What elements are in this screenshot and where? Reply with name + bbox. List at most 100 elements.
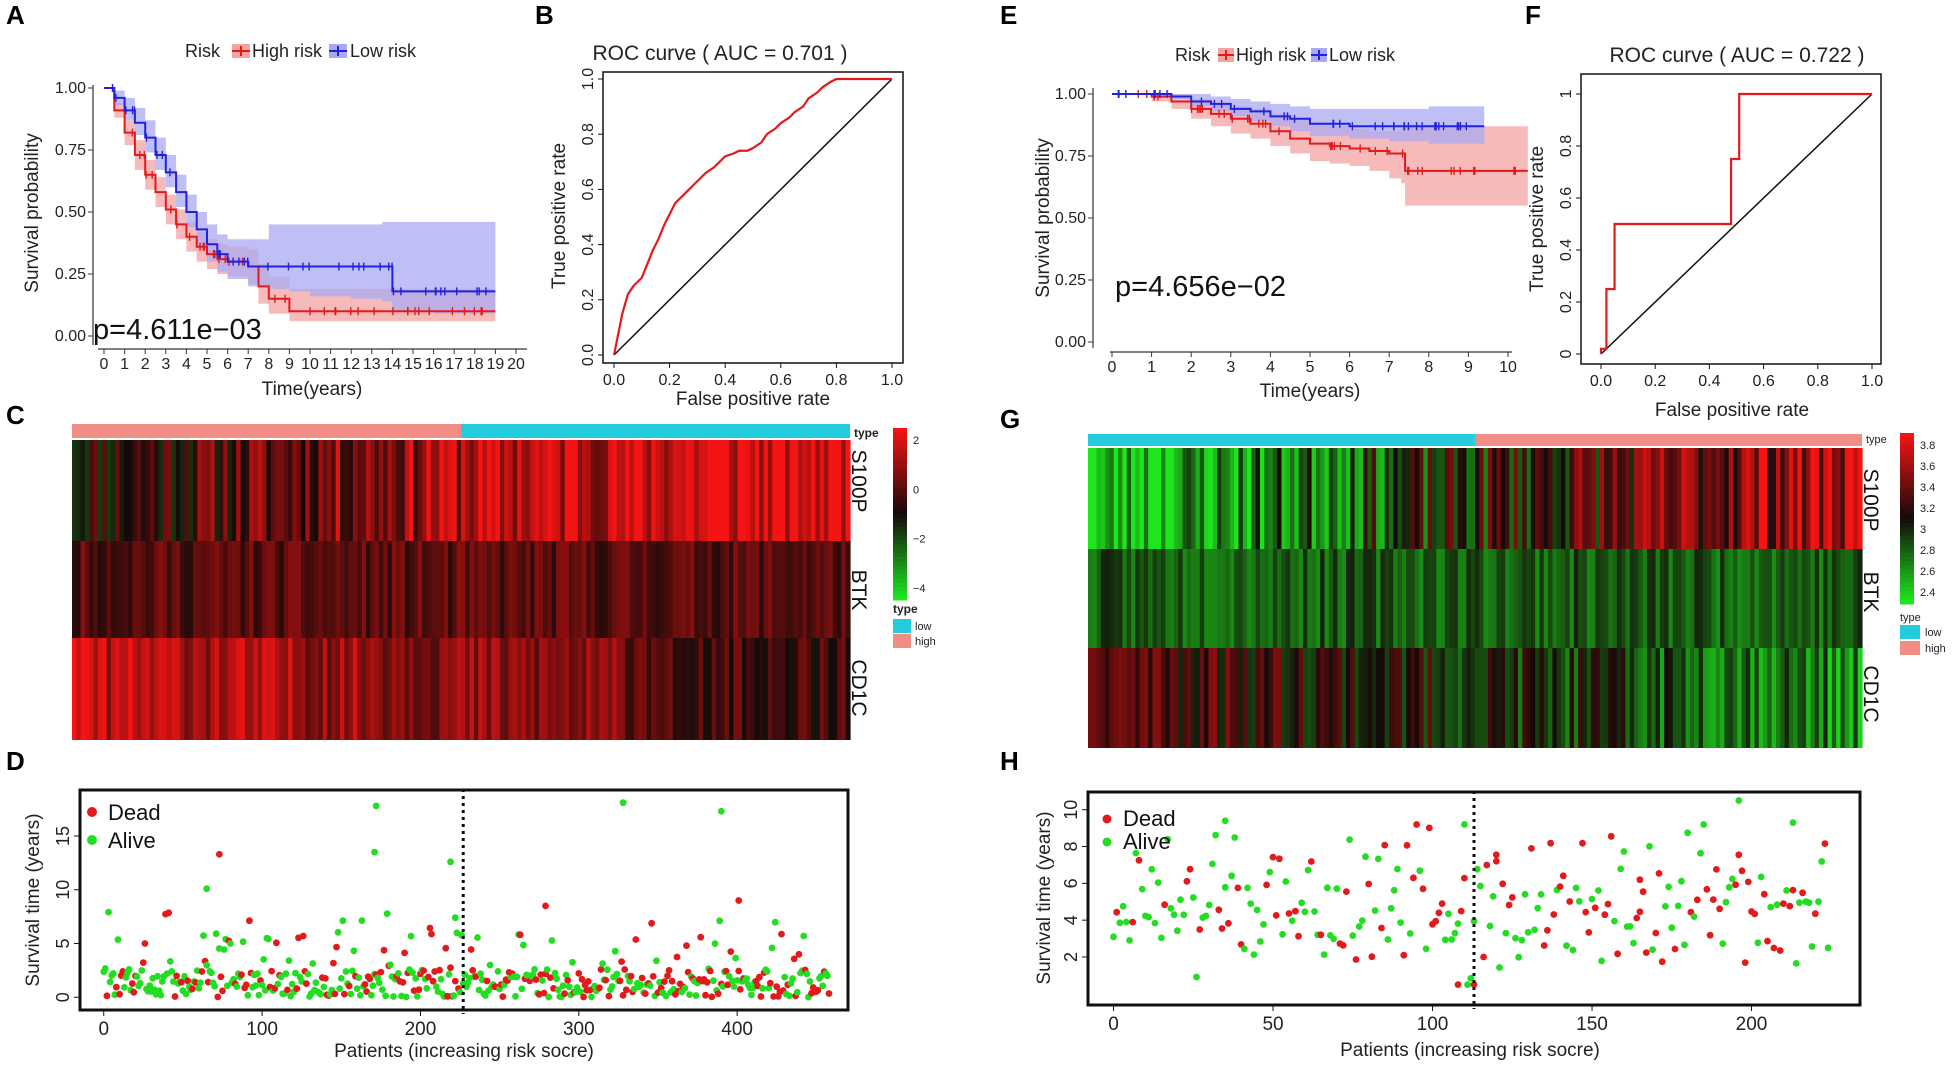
heatmap-C-cell [841, 440, 847, 541]
scatter-H-point [1362, 853, 1369, 861]
scatter-H-point [1754, 939, 1762, 947]
heatmap-C-cell [828, 638, 834, 740]
heatmap-G-cell [1690, 549, 1695, 648]
heatmap-C-cell [322, 440, 328, 541]
heatmap-G-cell [1788, 448, 1794, 549]
scatter-D-point [330, 959, 337, 967]
scatter-D-point [548, 937, 556, 944]
heatmap-C-cell [314, 440, 319, 541]
heatmap-G-cell [1204, 549, 1209, 648]
scatter-H-ytick-label: 2 [1061, 952, 1081, 962]
heatmap-G-colorbar-label: 2.6 [1920, 566, 1935, 578]
heatmap-G-cell [1690, 648, 1695, 748]
scatter-D-point [577, 988, 584, 996]
scatter-H-point [1776, 947, 1784, 954]
scatter-H-point [1365, 880, 1373, 888]
heatmap-G-cell [1844, 648, 1850, 748]
scatter-D-point [304, 970, 312, 978]
heatmap-C-cell [694, 638, 700, 740]
heatmap-G-cell [1604, 549, 1609, 648]
km-A-xlabel: Time(years) [262, 379, 363, 400]
heatmap-C-cell [659, 541, 665, 638]
heatmap-G-cell [1629, 549, 1635, 648]
scatter-H-point [1170, 911, 1178, 919]
panel-label-F: F [1525, 0, 1541, 30]
scatter-H-point [1744, 878, 1752, 886]
heatmap-G-cell [1186, 448, 1192, 549]
scatter-D-point [165, 909, 173, 917]
scatter-D-point [790, 955, 798, 963]
heatmap-G-cell [1621, 549, 1627, 648]
heatmap-C-cell [573, 638, 579, 740]
scatter-H-point [1260, 921, 1267, 928]
heatmap-C-cell [759, 541, 765, 638]
heatmap-G-cell [1221, 648, 1227, 748]
heatmap-C-cell [218, 638, 224, 740]
scatter-D-point [375, 979, 383, 987]
scatter-D-point [697, 933, 705, 941]
heatmap-G-colorbar-segment [1900, 565, 1914, 571]
km-E-ytick-label: 0.25 [1055, 272, 1086, 289]
scatter-D-point [638, 974, 646, 982]
scatter-H-point [1358, 917, 1366, 924]
scatter-H-point [1381, 841, 1389, 849]
heatmap-G-cell [1672, 448, 1678, 549]
heatmap-G-colorbar-label: 2.8 [1920, 545, 1935, 557]
km-A-xtick-label: 1 [120, 356, 129, 373]
scatter-H-point [1183, 877, 1191, 885]
heatmap-G-cell [1139, 448, 1145, 549]
heatmap-G-cell [1122, 448, 1128, 549]
heatmap-G-cell [1539, 549, 1545, 648]
heatmap-C-cell [201, 541, 207, 638]
heatmap-G-cell [1827, 549, 1833, 648]
scatter-H-point [1413, 821, 1420, 828]
scatter-D-point [482, 992, 489, 999]
heatmap-C-cell [737, 440, 743, 541]
heatmap-C-cell [214, 440, 220, 541]
heatmap-C-cell [845, 440, 851, 541]
heatmap-G-cell [1186, 549, 1192, 648]
scatter-H-point [1138, 885, 1146, 893]
heatmap-G-cell [1118, 448, 1123, 549]
scatter-D-point [198, 968, 206, 975]
heatmap-C-cell [828, 440, 834, 541]
scatter-H-point [1614, 950, 1621, 958]
heatmap-C-cell [469, 440, 475, 541]
scatter-D-point [139, 959, 147, 966]
heatmap-G-cell [1268, 549, 1274, 648]
roc-B-frame [602, 71, 904, 364]
heatmap-C-cell [396, 638, 402, 740]
scatter-H-xlabel: Patients (increasing risk socre) [1340, 1040, 1600, 1061]
heatmap-C-cell [681, 638, 687, 740]
heatmap-C-cell [473, 440, 479, 541]
heatmap-C-cell [677, 440, 683, 541]
km-E-xtick-label: 5 [1306, 359, 1315, 376]
heatmap-G-row-CD1C: CD1C [1859, 665, 1882, 722]
heatmap-C-cell [439, 541, 445, 638]
scatter-D-point [686, 991, 693, 998]
roc-B-xtick-label: 0.8 [825, 372, 847, 389]
heatmap-C-cell [426, 638, 432, 740]
scatter-H-point [1416, 867, 1424, 875]
heatmap-G-cell [1513, 549, 1519, 648]
heatmap-C-cell [322, 541, 328, 638]
heatmap-G-cell [1423, 648, 1429, 748]
heatmap-G-cell [1414, 448, 1420, 549]
heatmap-C-colorbar-segment [893, 552, 907, 558]
scatter-D-point [217, 973, 225, 981]
heatmap-G-cell [1466, 648, 1472, 748]
scatter-H-point [1317, 931, 1325, 939]
scatter-D-point [136, 979, 144, 987]
scatter-D-point [171, 993, 179, 1000]
heatmap-G-cell [1694, 648, 1700, 748]
heatmap-C-cell [430, 541, 436, 638]
heatmap-C-cell [638, 440, 644, 541]
scatter-D-point [214, 993, 222, 1001]
heatmap-C-cell [435, 440, 440, 541]
heatmap-C-cell [80, 440, 86, 541]
scatter-H-point [1611, 917, 1618, 925]
heatmap-C-cell [754, 440, 760, 541]
heatmap-C-cell [789, 638, 795, 740]
scatter-D-point [182, 990, 190, 998]
